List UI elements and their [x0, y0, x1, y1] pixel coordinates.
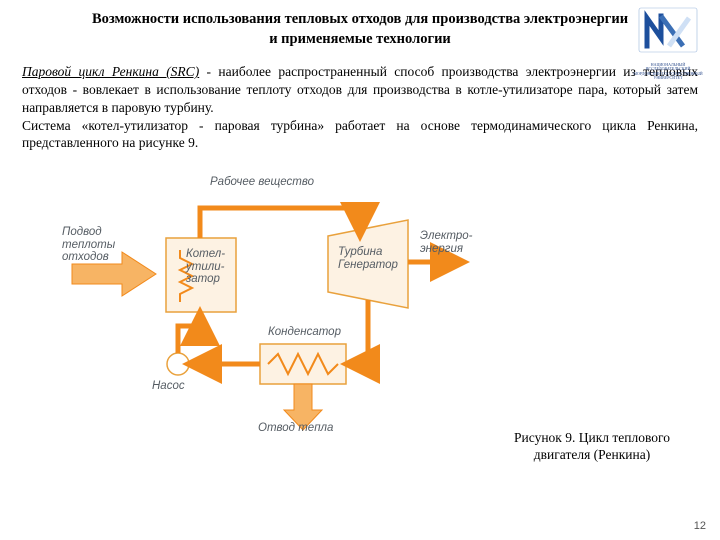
- label-pump: Насос: [152, 380, 185, 393]
- logo-caption: НАЦИОНАЛЬНЫЙ ИССЛЕДОВАТЕЛЬСКИЙ МОРДОВСКИ…: [632, 63, 704, 81]
- page-title: Возможности использования тепловых отход…: [90, 10, 630, 49]
- para-rest2: Система «котел-утилизатор - паровая турб…: [22, 118, 698, 151]
- label-working-fluid: Рабочее вещество: [210, 176, 314, 189]
- label-electric: Электро- энергия: [420, 230, 473, 255]
- rankine-cycle-diagram: Рабочее вещество Подвод теплоты отходов …: [60, 158, 490, 438]
- label-condenser: Конденсатор: [268, 326, 341, 339]
- page-number: 12: [694, 520, 706, 532]
- label-turbine: Турбина Генератор: [338, 246, 398, 271]
- body-text: Паровой цикл Ренкина (SRC) - наиболее ра…: [22, 63, 698, 152]
- label-heat-in: Подвод теплоты отходов: [62, 226, 115, 264]
- condenser-box: [260, 344, 346, 384]
- label-heat-out: Отвод тепла: [258, 422, 333, 435]
- pump-symbol: [167, 353, 189, 375]
- label-boiler: Котел- утили- затор: [186, 248, 225, 286]
- figure-caption: Рисунок 9. Цикл теплового двигателя (Рен…: [492, 429, 692, 464]
- university-logo: НАЦИОНАЛЬНЫЙ ИССЛЕДОВАТЕЛЬСКИЙ МОРДОВСКИ…: [632, 6, 704, 81]
- lead-term: Паровой цикл Ренкина (SRC): [22, 64, 199, 79]
